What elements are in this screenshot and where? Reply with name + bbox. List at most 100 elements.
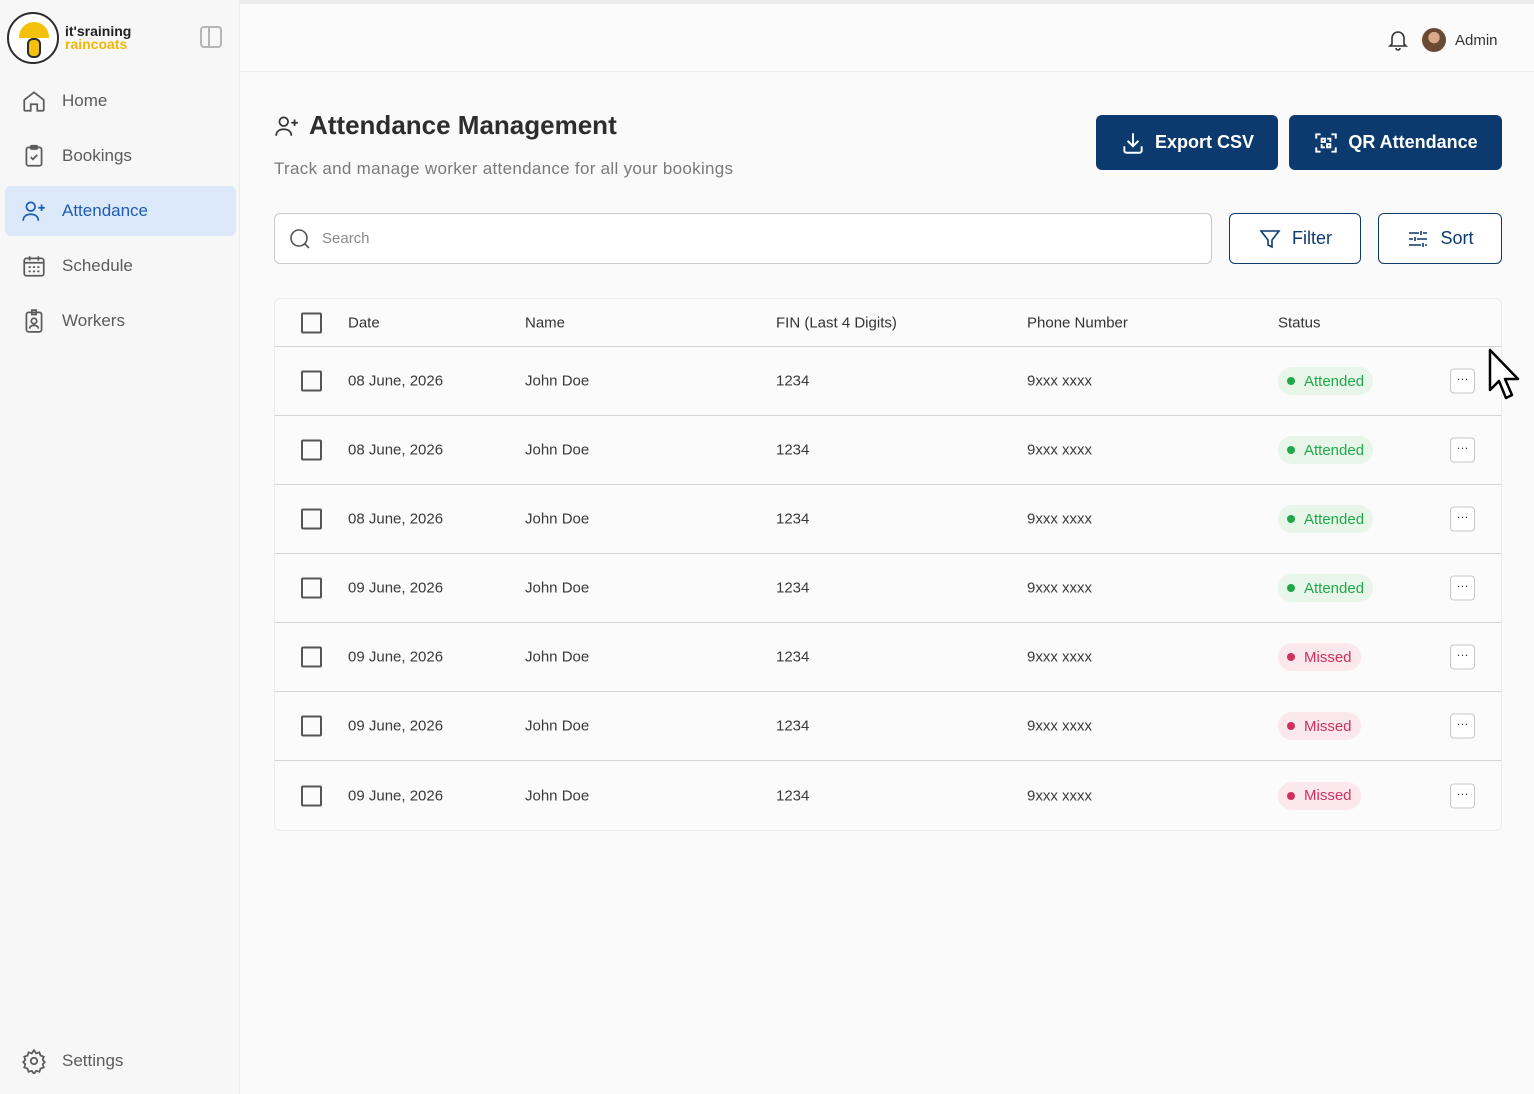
row-name: John Doe — [525, 579, 590, 597]
export-csv-label: Export CSV — [1154, 132, 1255, 152]
row-phone: 9xxx xxxx — [1027, 372, 1093, 390]
qr-attendance-label: QR Attendance — [1348, 132, 1478, 152]
sidebar: it'sraining raincoats Home Bookings Atte… — [0, 0, 240, 1094]
column-header-date[interactable]: Date — [348, 314, 380, 331]
row-checkbox[interactable] — [301, 439, 322, 461]
brand-logo[interactable]: it'sraining raincoats — [7, 12, 131, 64]
row-date: 09 June, 2026 — [348, 648, 444, 666]
row-checkbox[interactable] — [301, 577, 322, 599]
gear-icon — [21, 1048, 47, 1074]
row-more-button[interactable]: ··· — [1450, 368, 1475, 394]
status-badge: Missed — [1278, 712, 1361, 740]
table-row[interactable]: 09 June, 2026 John Doe 1234 9xxx xxxx Missed… — [275, 761, 1501, 830]
sidebar-toggle-icon[interactable] — [200, 26, 222, 48]
row-fin: 1234 — [776, 648, 810, 666]
row-name: John Doe — [525, 372, 590, 390]
user-name[interactable]: Admin — [1455, 32, 1498, 49]
row-date: 08 June, 2026 — [348, 372, 444, 390]
row-phone: 9xxx xxxx — [1027, 648, 1093, 666]
row-more-button[interactable]: ··· — [1450, 575, 1475, 601]
table-row[interactable]: 08 June, 2026 John Doe 1234 9xxx xxxx Attend… — [275, 485, 1501, 554]
table-header: Date Name FIN (Last 4 Digits) Phone Numb… — [275, 299, 1501, 347]
sidebar-item-home[interactable]: Home — [5, 76, 236, 126]
row-name: John Doe — [525, 648, 590, 666]
select-all-checkbox[interactable] — [301, 312, 322, 333]
row-phone: 9xxx xxxx — [1027, 787, 1093, 804]
filter-label: Filter — [1292, 228, 1332, 248]
table-row[interactable]: 08 June, 2026 John Doe 1234 9xxx xxxx Attend… — [275, 416, 1501, 485]
sidebar-item-bookings[interactable]: Bookings — [5, 131, 236, 181]
page-header: Attendance Management Track and manage w… — [274, 110, 733, 179]
export-csv-button[interactable]: Export CSV — [1096, 115, 1278, 170]
status-badge-cell: Attended — [1278, 505, 1374, 533]
sidebar-item-label: Schedule — [62, 256, 133, 275]
sidebar-nav: Home Bookings Attendance Schedule Worker… — [5, 76, 236, 351]
settings-label: Settings — [62, 1051, 124, 1070]
column-header-status[interactable]: Status — [1278, 314, 1321, 331]
sidebar-item-attendance[interactable]: Attendance — [5, 186, 236, 236]
sidebar-item-label: Workers — [62, 311, 125, 330]
table-row[interactable]: 08 June, 2026 John Doe 1234 9xxx xxxx Attend… — [275, 347, 1501, 416]
column-header-phone[interactable]: Phone Number — [1027, 314, 1128, 331]
column-header-fin[interactable]: FIN (Last 4 Digits) — [776, 314, 897, 331]
row-checkbox[interactable] — [301, 370, 322, 392]
row-date: 09 June, 2026 — [348, 579, 444, 597]
row-fin: 1234 — [776, 787, 810, 804]
status-badge: Attended — [1278, 505, 1374, 533]
sidebar-item-settings[interactable]: Settings — [21, 1048, 123, 1074]
row-more-button[interactable]: ··· — [1450, 713, 1475, 739]
page-subtitle: Track and manage worker attendance for a… — [274, 159, 734, 178]
row-fin: 1234 — [776, 717, 810, 735]
row-phone: 9xxx xxxx — [1027, 510, 1093, 528]
status-badge-cell: Attended — [1278, 367, 1374, 395]
funnel-icon — [1259, 229, 1281, 248]
row-name: John Doe — [525, 441, 590, 459]
avatar[interactable] — [1422, 28, 1446, 52]
sidebar-item-label: Home — [62, 91, 108, 110]
table-row[interactable]: 09 June, 2026 John Doe 1234 9xxx xxxx Attend… — [275, 554, 1501, 623]
clipboard-icon — [25, 144, 43, 167]
sidebar-item-workers[interactable]: Workers — [5, 296, 236, 346]
calendar-icon — [23, 256, 45, 277]
row-checkbox[interactable] — [301, 646, 322, 668]
filter-button[interactable]: Filter — [1229, 213, 1361, 264]
row-phone: 9xxx xxxx — [1027, 717, 1093, 735]
search-box[interactable] — [274, 213, 1212, 264]
row-more-button[interactable]: ··· — [1450, 644, 1475, 670]
user-plus-icon — [275, 115, 298, 136]
row-date: 08 June, 2026 — [348, 510, 444, 528]
table-row[interactable]: 09 June, 2026 John Doe 1234 9xxx xxxx Missed… — [275, 623, 1501, 692]
sliders-icon — [1409, 230, 1428, 247]
bell-icon[interactable] — [1386, 26, 1410, 52]
status-badge-cell: Attended — [1278, 574, 1374, 602]
row-more-button[interactable]: ··· — [1450, 783, 1475, 808]
status-badge: Attended — [1278, 574, 1374, 602]
status-badge: Attended — [1278, 436, 1374, 464]
attendance-table: Date Name FIN (Last 4 Digits) Phone Numb… — [274, 298, 1502, 831]
qr-attendance-button[interactable]: QR Attendance — [1289, 115, 1502, 170]
sidebar-item-schedule[interactable]: Schedule — [5, 241, 236, 291]
status-badge-cell: Missed — [1278, 781, 1361, 810]
search-input[interactable] — [322, 230, 1172, 247]
row-name: John Doe — [525, 717, 590, 735]
row-checkbox[interactable] — [301, 785, 322, 806]
table-row[interactable]: 09 June, 2026 John Doe 1234 9xxx xxxx Missed… — [275, 692, 1501, 761]
column-header-name[interactable]: Name — [525, 314, 566, 331]
page-title: Attendance Management — [309, 110, 617, 140]
sidebar-item-label: Attendance — [62, 201, 149, 220]
sort-button[interactable]: Sort — [1378, 213, 1502, 264]
row-checkbox[interactable] — [301, 508, 322, 530]
sort-label: Sort — [1440, 228, 1474, 248]
row-name: John Doe — [525, 510, 590, 528]
row-fin: 1234 — [776, 372, 810, 390]
row-more-button[interactable]: ··· — [1450, 437, 1475, 463]
user-plus-icon — [22, 201, 45, 221]
row-more-button[interactable]: ··· — [1450, 506, 1475, 532]
status-badge-cell: Missed — [1278, 643, 1361, 671]
row-phone: 9xxx xxxx — [1027, 579, 1093, 597]
download-icon — [1123, 132, 1143, 154]
status-badge-cell: Missed — [1278, 712, 1361, 740]
row-date: 09 June, 2026 — [348, 717, 444, 735]
row-name: John Doe — [525, 787, 590, 804]
row-checkbox[interactable] — [301, 715, 322, 737]
